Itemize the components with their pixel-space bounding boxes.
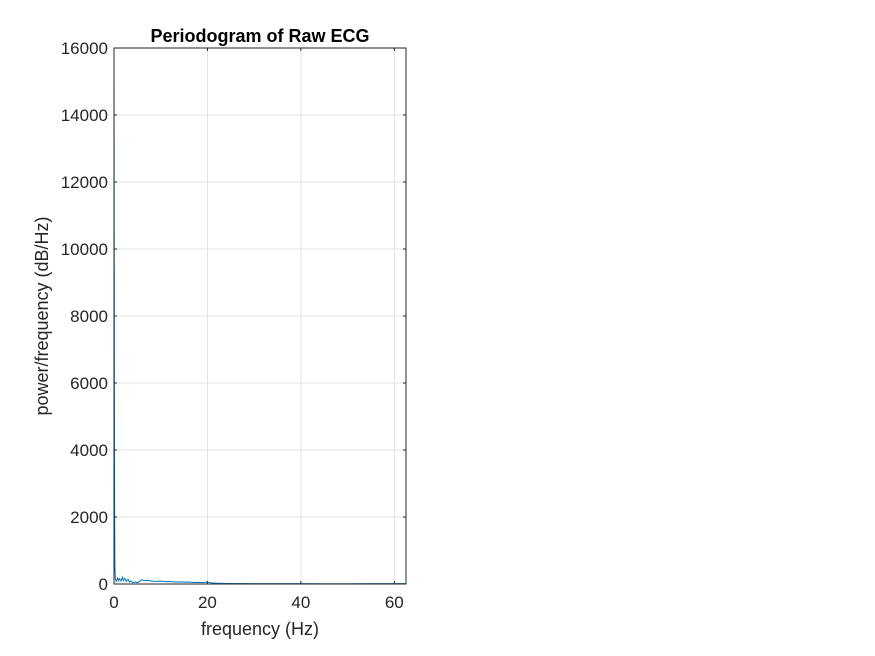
y-tick-label: 2000: [70, 508, 108, 527]
x-tick-label: 60: [385, 593, 404, 612]
chart-title: Periodogram of Raw ECG: [150, 26, 369, 46]
y-axis-label: power/frequency (dB/Hz): [32, 216, 52, 415]
y-tick-label: 8000: [70, 307, 108, 326]
y-tick-label: 14000: [61, 106, 108, 125]
x-tick-labels: 0 20 40 60: [109, 593, 404, 612]
y-tick-label: 6000: [70, 374, 108, 393]
y-tick-label: 0: [99, 575, 108, 594]
y-tick-label: 4000: [70, 441, 108, 460]
x-tick-label: 0: [109, 593, 118, 612]
y-tick-labels: 0 2000 4000 6000 8000 10000 12000 14000 16000: [61, 39, 108, 594]
grid: [113, 47, 406, 585]
y-tick-label: 12000: [61, 173, 108, 192]
y-tick-label: 10000: [61, 240, 108, 259]
x-axis-label: frequency (Hz): [201, 619, 319, 639]
x-tick-label: 20: [198, 593, 217, 612]
y-tick-label: 16000: [61, 39, 108, 58]
ticks: [113, 47, 406, 585]
x-tick-label: 40: [291, 593, 310, 612]
